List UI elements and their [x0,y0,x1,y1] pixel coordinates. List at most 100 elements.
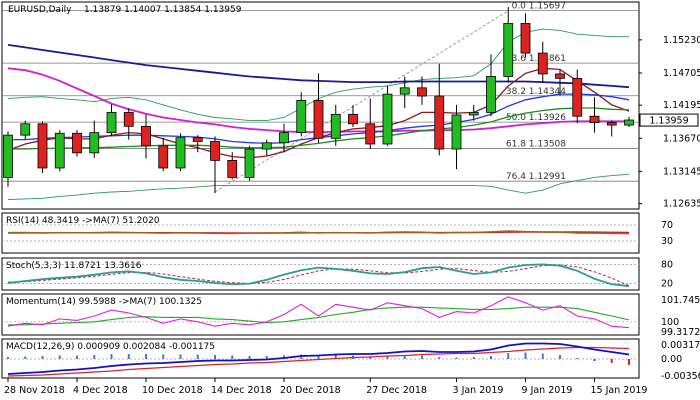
bollinger-lower-line [7,173,630,200]
macd-histogram-bar [507,353,510,359]
fib-level-label: 0.0 1.15697 [512,1,566,11]
macd-histogram-bar [438,357,441,359]
candle-body [589,115,600,123]
macd-histogram-bar [334,355,337,359]
macd-label: MACD(12,26,9) 0.000909 0.002084 -0.00117… [6,342,215,352]
rsi-pane: RSI(14) 48.3419 ->MA(7) 51.2020 70 30 [1,212,673,254]
macd-main-line [7,342,630,375]
rsi-label: RSI(14) 48.3419 ->MA(7) 51.2020 [6,216,160,226]
macd-histogram-bar [472,357,475,359]
candle-body [417,87,427,97]
candle-body [451,114,462,150]
macd-histogram-bar [455,357,458,359]
macd-histogram-bar [76,355,78,359]
x-axis-tick-label: 14 Dec 2018 [211,385,272,396]
macd-histogram-bar [265,356,268,359]
candle-body [434,95,445,150]
candle-body [244,148,255,178]
momentum-line [7,296,630,329]
x-axis-tick-label: 20 Dec 2018 [280,385,341,396]
macd-histogram-bar [403,355,406,359]
candle-body [227,160,238,178]
macd-histogram-bar [559,355,561,359]
candle-body [123,112,134,127]
macd-histogram-bar [127,354,130,359]
macd-tick-label: -0.003566 [661,371,700,382]
macd-tick-label: 0.003174 [661,340,700,351]
candle-body [503,23,514,77]
stoch-pane-frame [1,257,640,291]
y-axis-tick-label: 1.12635 [663,199,700,210]
time-axis: 28 Nov 2018 4 Dec 2018 10 Dec 2018 14 Dec 2… [4,378,647,396]
candle-body [468,112,479,116]
candle-body [72,132,82,154]
macd-signal-line [7,346,630,377]
macd-histogram-bar [41,356,44,359]
candle-body [330,113,341,139]
candle-body [296,100,307,134]
fib-level-label: 50.0 1.13926 [506,113,566,123]
macd-histogram-bar [541,353,544,359]
stoch-signal-line [7,264,630,287]
macd-histogram-bar [628,359,630,365]
x-axis-tick-label: 4 Dec 2018 [73,385,128,396]
ohlc-header: 1.13879 1.14007 1.13854 1.13959 [84,5,242,15]
moving-average-line [8,107,630,150]
macd-histogram-bar [524,352,527,359]
candle-body [537,52,548,75]
x-axis-tick-label: 3 Jan 2019 [453,385,504,396]
stochastic-pane: Stoch(5,3,3) 11.8721 13.3616 80 20 [1,257,673,291]
x-axis-tick-label: 27 Dec 2018 [366,385,427,396]
candle-body [261,142,272,150]
macd-histogram-bar [490,356,492,359]
candle-body [210,141,220,161]
macd-pane: MACD(12,26,9) 0.000909 0.002084 -0.00117… [1,338,700,382]
macd-tick-label: 0.00 [661,354,682,365]
macd-histogram-bar [593,359,596,361]
candle-body [606,122,617,126]
candle-body [175,137,186,169]
momentum-pane-frame [1,293,640,336]
macd-histogram-bar [248,356,251,359]
macd-histogram-bar [317,355,320,359]
candle-body [399,87,410,95]
stoch-tick-label: 20 [661,279,673,290]
price-pane: 0.0 1.15697 23.6 1.14861 38.2 1.14344 50.0 … [1,1,700,210]
stoch-label: Stoch(5,3,3) 11.8721 13.3616 [6,261,142,271]
macd-histogram-bar [196,354,199,359]
macd-histogram-bar [58,355,61,359]
fib-level-label: 61.8 1.13508 [506,140,566,150]
candle-body [141,125,151,147]
candle-body [313,100,324,139]
fib-level-label: 76.4 1.12991 [506,172,566,182]
y-axis-tick-label: 1.15230 [663,35,700,46]
stoch-main-line [7,263,630,288]
candle-body [572,77,583,117]
macd-histogram-bar [231,355,234,359]
macd-pane-frame [1,338,640,379]
candle-body [382,93,393,145]
candle-body [555,73,565,79]
candle-body [624,119,634,126]
stoch-tick-label: 80 [661,259,673,270]
candle-body [37,123,48,169]
chart-title: EURUSD,Daily [8,5,72,15]
fib-level-label: 38.2 1.14344 [506,87,566,97]
macd-histogram-bar [24,356,27,359]
candle-body [486,76,496,113]
candle-body [520,23,531,54]
x-axis-tick-label: 10 Dec 2018 [142,385,203,396]
macd-histogram-bar [421,355,423,359]
current-price-tag [639,113,699,127]
macd-histogram-bar [610,359,613,363]
candle-body [20,123,31,136]
rsi-line [7,230,630,235]
momentum-pane: Momentum(14) 99.5988 ->MA(7) 100.1325 101… [1,293,700,338]
macd-histogram-bar [576,358,579,359]
candle-body [54,132,65,169]
momentum-tick-label: 100 [661,317,679,328]
momentum-label: Momentum(14) 99.5988 ->MA(7) 100.1325 [6,297,202,307]
momentum-ma-line [8,306,630,326]
fib-level-label: 23.6 1.14861 [506,54,566,64]
